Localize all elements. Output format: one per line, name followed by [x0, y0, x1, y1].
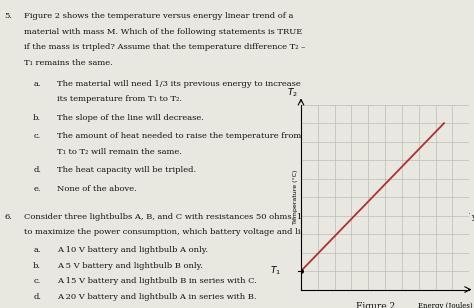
Text: T₁ to T₂ will remain the same.: T₁ to T₂ will remain the same.: [57, 148, 182, 156]
Text: a.: a.: [33, 80, 41, 88]
Text: to maximize the power consumption, which battery voltage and light bulb combinat: to maximize the power consumption, which…: [24, 228, 448, 236]
Text: The slope of the line will decrease.: The slope of the line will decrease.: [57, 114, 204, 122]
Text: d.: d.: [33, 166, 41, 174]
Y-axis label: Temperature (°C): Temperature (°C): [293, 170, 298, 224]
Text: material with mass M. Which of the following statements is TRUE: material with mass M. Which of the follo…: [24, 28, 302, 36]
Text: Consider three lightbulbs A, B, and C with resistances 50 ohms, 100 ohms, and 20: Consider three lightbulbs A, B, and C wi…: [24, 213, 474, 221]
Text: A 15 V battery and lightbulb B in series with C.: A 15 V battery and lightbulb B in series…: [57, 277, 257, 285]
Text: if the mass is tripled? Assume that the temperature difference T₂ –: if the mass is tripled? Assume that the …: [24, 43, 305, 51]
Text: T₁ remains the same.: T₁ remains the same.: [24, 59, 112, 67]
Text: b.: b.: [33, 262, 41, 270]
Text: Energy (Joules): Energy (Joules): [418, 302, 473, 308]
Text: e.: e.: [33, 185, 41, 193]
Text: $T_2$: $T_2$: [287, 87, 298, 99]
Text: c.: c.: [33, 277, 40, 285]
Text: c.: c.: [33, 132, 40, 140]
Text: Figure 2: Figure 2: [356, 302, 395, 308]
Text: d.: d.: [33, 293, 41, 301]
Text: Figure 2 shows the temperature versus energy linear trend of a: Figure 2 shows the temperature versus en…: [24, 12, 293, 20]
Text: None of the above.: None of the above.: [57, 185, 137, 193]
Text: 5.: 5.: [5, 12, 13, 20]
Text: A 20 V battery and lightbulb A in series with B.: A 20 V battery and lightbulb A in series…: [57, 293, 256, 301]
Text: b.: b.: [33, 114, 41, 122]
Text: The heat capacity will be tripled.: The heat capacity will be tripled.: [57, 166, 196, 174]
Text: $T_1$: $T_1$: [270, 265, 281, 277]
Text: The amount of heat needed to raise the temperature from: The amount of heat needed to raise the t…: [57, 132, 301, 140]
Text: a.: a.: [33, 246, 41, 254]
Text: 6.: 6.: [5, 213, 13, 221]
Text: its temperature from T₁ to T₂.: its temperature from T₁ to T₂.: [57, 95, 182, 103]
Text: A 5 V battery and lightbulb B only.: A 5 V battery and lightbulb B only.: [57, 262, 203, 270]
Text: The material will need 1/3 its previous energy to increase: The material will need 1/3 its previous …: [57, 80, 301, 88]
Text: A 10 V battery and lightbulb A only.: A 10 V battery and lightbulb A only.: [57, 246, 208, 254]
